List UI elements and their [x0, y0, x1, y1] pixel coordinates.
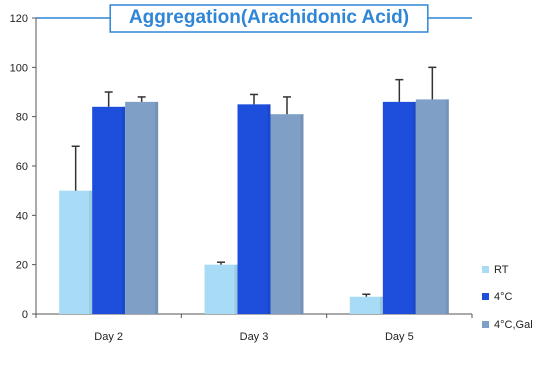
bar-4-c: [382, 101, 416, 314]
x-category-label: Day 2: [94, 331, 123, 343]
bar-shade: [89, 190, 93, 314]
x-axis-ticks: Day 2 Day 3 Day 5: [35, 314, 473, 343]
legend-label: 4°C: [494, 291, 513, 303]
y-tick-label: 100: [10, 62, 28, 74]
bar-shade: [122, 106, 126, 314]
legend-label: 4°C,Gal: [494, 319, 533, 331]
bar-shade: [300, 114, 304, 314]
chart-title-box: [109, 4, 429, 33]
y-tick-label: 20: [16, 260, 28, 272]
bar-shade: [234, 264, 238, 314]
bar-4-c: [92, 106, 126, 314]
x-category-label: Day 5: [385, 331, 414, 343]
bar-series: [59, 66, 449, 315]
y-axis-ticks: 0 20 40 60 80 100 120: [10, 13, 36, 321]
legend-label: RT: [494, 264, 509, 276]
bar-shade: [379, 296, 383, 314]
bar-shade: [155, 101, 159, 314]
chart-title-group: Aggregation(Arachidonic Acid): [36, 4, 472, 33]
y-tick-label: 80: [16, 112, 28, 124]
legend-swatch: [482, 321, 489, 328]
bar-shade: [445, 99, 449, 315]
bar-rt: [59, 190, 93, 314]
y-tick-label: 40: [16, 210, 28, 222]
y-tick-label: 60: [16, 161, 28, 173]
bar-4-c-gal: [125, 101, 159, 314]
bar-shade: [412, 101, 416, 314]
bar-4-c-gal: [270, 114, 304, 314]
legend-swatch: [482, 293, 489, 300]
bar-rt: [204, 264, 238, 314]
bar-shade: [267, 104, 271, 314]
legend-swatch: [482, 266, 489, 273]
y-tick-label: 0: [22, 309, 28, 321]
bar-4-c-gal: [415, 99, 449, 315]
chart-legend: RT 4°C 4°C,Gal: [482, 264, 533, 331]
bar-4-c: [237, 104, 271, 314]
chart-title: Aggregation(Arachidonic Acid): [129, 7, 409, 28]
y-tick-label: 120: [10, 13, 28, 25]
bar-rt: [349, 296, 383, 314]
x-category-label: Day 3: [240, 331, 269, 343]
